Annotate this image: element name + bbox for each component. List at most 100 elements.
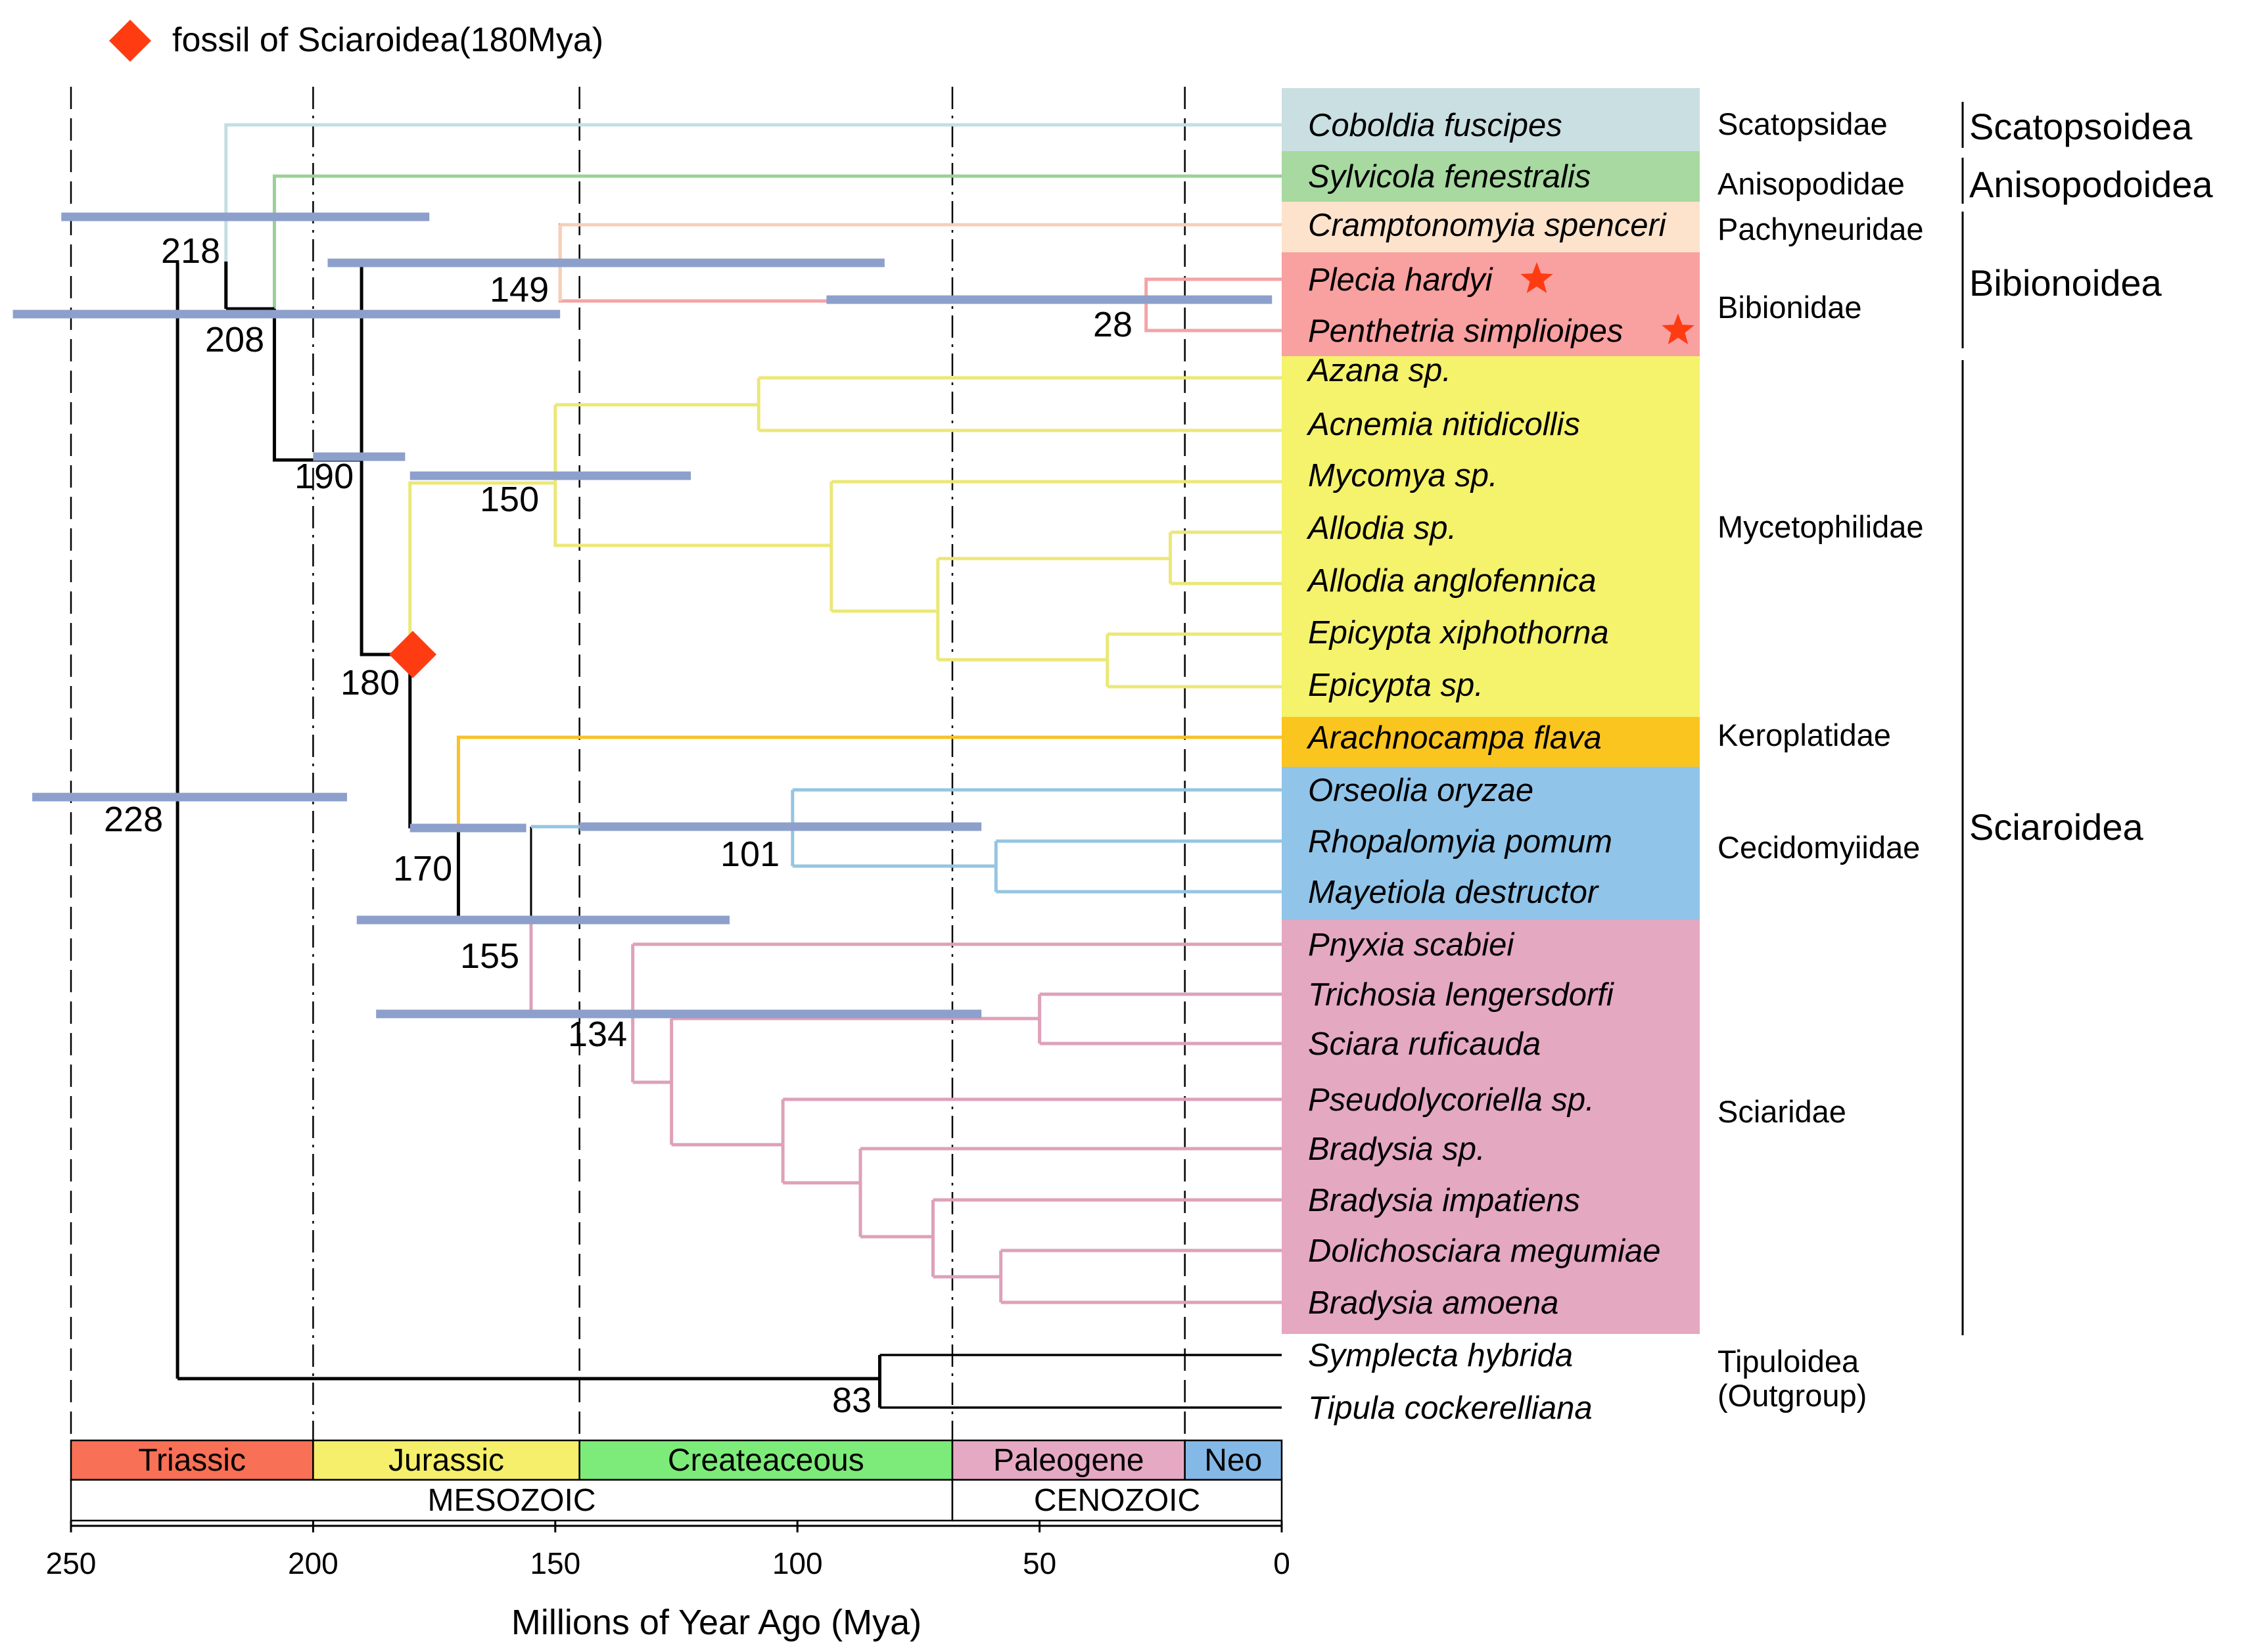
- period-box: [312, 1439, 580, 1481]
- confidence-interval-bars: [12, 212, 1273, 1019]
- period-boundary-lines: [70, 87, 1186, 1442]
- taxon-labels: Coboldia fuscipes Sylvicola fenestralis Cr…: [1306, 108, 1694, 1426]
- taxon-label: Symplecta hybrida: [1308, 1338, 1573, 1373]
- tree-branch: [1144, 277, 1282, 333]
- taxon-group-background: [1282, 252, 1700, 356]
- taxon-label: Plecia hardyi: [1308, 262, 1493, 298]
- tree-branches: [175, 123, 1282, 1409]
- fossil-marker-icon: [109, 20, 151, 62]
- superfamily-label: Sciaroidea: [1969, 806, 2143, 848]
- taxon-label: Mycomya sp.: [1308, 458, 1498, 493]
- taxon-group-background: [1282, 717, 1700, 767]
- taxon-group-background: [1282, 356, 1700, 717]
- tree-branch: [272, 309, 362, 462]
- node-age-label: 190: [294, 457, 354, 496]
- family-label: Scatopsidae: [1717, 106, 1888, 141]
- taxon-group-background: [1282, 920, 1700, 1334]
- period-label: Jurassic: [388, 1443, 504, 1478]
- family-label: Keroplatidae: [1717, 718, 1891, 752]
- superfamily-labels: Scatopsoidea Anisopodoidea Bibionoidea S…: [1969, 106, 2213, 848]
- taxon-label: Coboldia fuscipes: [1308, 108, 1562, 143]
- taxon-label: Epicypta sp.: [1308, 668, 1483, 703]
- taxon-label: Mayetiola destructor: [1308, 875, 1599, 910]
- legend: fossil of Sciaroidea(180Mya): [109, 20, 603, 62]
- time-axis: 250 200 150 100 50 0: [46, 1521, 1290, 1580]
- taxon-label: Penthetria simplioipes: [1308, 313, 1623, 349]
- family-label: Sciaridae: [1717, 1094, 1846, 1129]
- period-box: [951, 1439, 1186, 1481]
- taxon-label: Rhopalomyia pomum: [1308, 824, 1612, 860]
- superfamily-label: Scatopsoidea: [1969, 106, 2193, 147]
- family-labels: Scatopsidae Anisopodidae Pachyneuridae B…: [1717, 106, 1924, 1413]
- geologic-period-bar: Triassic Jurassic Createaceous Paleogene Neo: [70, 1439, 1283, 1481]
- node-age-label: 155: [460, 936, 519, 976]
- taxon-label: Bradysia impatiens: [1308, 1183, 1580, 1218]
- taxon-label: Pnyxia scabiei: [1308, 927, 1514, 963]
- taxon-group-background: [1282, 202, 1700, 252]
- period-label: Createaceous: [668, 1443, 864, 1478]
- node-age-label: 180: [340, 663, 400, 702]
- star-icon: [1662, 313, 1694, 344]
- geologic-era-bar: MESOZOIC CENOZOIC: [70, 1479, 1283, 1522]
- node-age-label: 150: [480, 480, 539, 519]
- axis-tick-label: 150: [530, 1546, 580, 1580]
- axis-tick-label: 200: [288, 1546, 339, 1580]
- tree-branch: [408, 481, 555, 654]
- tree-branch: [272, 174, 1282, 309]
- superfamily-label: Anisopodoidea: [1969, 164, 2213, 205]
- axis-tick-label: 250: [46, 1546, 97, 1580]
- family-label: (Outgroup): [1717, 1378, 1867, 1413]
- tree-branch: [553, 405, 831, 547]
- node-age-label: 208: [205, 320, 264, 359]
- taxon-label: Sylvicola fenestralis: [1308, 159, 1591, 195]
- taxon-label: Bradysia amoena: [1308, 1285, 1558, 1321]
- taxon-label: Arachnocampa flava: [1306, 720, 1602, 756]
- axis-tick-label: 100: [772, 1546, 823, 1580]
- period-label: Paleogene: [993, 1443, 1144, 1478]
- node-age-label: 28: [1093, 305, 1133, 344]
- family-label: Anisopodidae: [1717, 166, 1905, 201]
- node-age-label: 134: [568, 1015, 627, 1054]
- axis-tick-label: 0: [1273, 1546, 1290, 1580]
- node-age-labels: 228 218 208 190 149 28 180 150 170 155 1…: [104, 231, 1133, 1420]
- node-age-label: 228: [104, 800, 163, 839]
- tree-branch: [529, 919, 633, 1014]
- taxon-background-boxes: [1282, 88, 1700, 1334]
- taxon-label: Allodia anglofennica: [1306, 563, 1597, 599]
- node-age-label: 170: [393, 849, 452, 888]
- family-label: Bibionidae: [1717, 290, 1862, 325]
- taxon-label: Bradysia sp.: [1308, 1132, 1485, 1167]
- superfamily-label: Bibionoidea: [1969, 262, 2162, 304]
- era-label: MESOZOIC: [427, 1483, 596, 1518]
- node-age-label: 149: [490, 270, 549, 310]
- legend-label: fossil of Sciaroidea(180Mya): [172, 21, 603, 59]
- taxon-label: Acnemia nitidicollis: [1306, 407, 1580, 442]
- era-label: CENOZOIC: [1034, 1483, 1200, 1518]
- star-icon: [1520, 262, 1553, 293]
- node-age-label: 83: [832, 1381, 872, 1420]
- taxon-label: Dolichosciara megumiae: [1308, 1233, 1661, 1269]
- period-box: [1184, 1439, 1283, 1481]
- family-label: Tipuloidea: [1717, 1344, 1859, 1379]
- tree-branch: [224, 123, 1282, 309]
- fossil-calibration-marker-icon: [389, 631, 436, 678]
- taxon-label: Pseudolycoriella sp.: [1308, 1082, 1595, 1118]
- node-age-label: 101: [720, 835, 780, 874]
- axis-label: Millions of Year Ago (Mya): [511, 1603, 922, 1642]
- family-label: Cecidomyiidae: [1717, 830, 1920, 865]
- taxon-group-background: [1282, 767, 1700, 920]
- tree-branch: [456, 735, 1282, 827]
- taxon-label: Cramptonomyia spenceri: [1308, 208, 1667, 243]
- tree-branch: [408, 654, 459, 829]
- taxon-label: Epicypta xiphothorna: [1308, 615, 1609, 651]
- taxon-group-background: [1282, 151, 1700, 202]
- period-label: Triassic: [138, 1443, 246, 1478]
- axis-tick-label: 50: [1023, 1546, 1056, 1580]
- node-age-label: 218: [161, 231, 220, 271]
- family-label: Pachyneuridae: [1717, 212, 1924, 246]
- taxon-label: Tipula cockerelliana: [1308, 1390, 1593, 1426]
- period-box: [70, 1439, 314, 1481]
- taxon-label: Orseolia oryzae: [1308, 773, 1533, 808]
